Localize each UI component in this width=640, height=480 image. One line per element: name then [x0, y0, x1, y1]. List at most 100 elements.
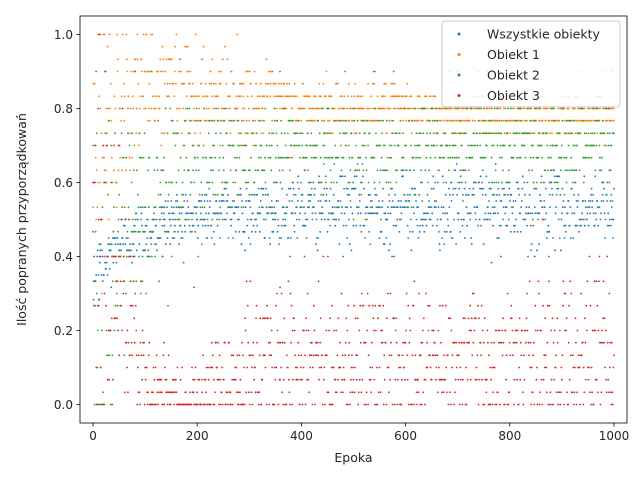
data-point — [554, 212, 557, 215]
data-point — [319, 230, 322, 233]
data-point — [562, 280, 565, 283]
data-point — [249, 82, 252, 85]
data-point — [232, 237, 235, 239]
data-point — [159, 181, 162, 184]
data-point — [130, 181, 133, 184]
data-point — [259, 317, 262, 320]
data-point — [353, 304, 355, 307]
data-point — [392, 82, 394, 85]
data-point — [198, 144, 201, 147]
data-point — [478, 132, 481, 135]
data-point — [193, 107, 195, 110]
data-point — [604, 329, 607, 332]
data-point — [355, 378, 358, 381]
data-point — [591, 391, 593, 394]
data-point — [207, 132, 210, 135]
data-point — [436, 181, 439, 184]
data-point — [534, 119, 537, 122]
data-point — [104, 261, 106, 264]
data-point — [496, 107, 499, 110]
data-point — [214, 391, 216, 394]
data-point — [320, 119, 323, 122]
data-point — [540, 181, 542, 184]
data-point — [219, 237, 222, 239]
data-point — [234, 230, 237, 233]
data-point — [264, 366, 267, 369]
data-point — [156, 391, 159, 394]
data-point — [608, 181, 611, 184]
data-point — [205, 119, 207, 122]
data-point — [347, 354, 350, 357]
data-point — [532, 156, 535, 159]
data-point — [94, 304, 97, 307]
data-point — [243, 107, 246, 110]
data-point — [601, 156, 603, 159]
data-point — [596, 107, 599, 110]
data-point — [304, 169, 306, 172]
data-point — [355, 224, 357, 227]
data-point — [106, 378, 109, 381]
data-point — [464, 181, 467, 184]
data-point — [403, 366, 405, 369]
data-point — [533, 187, 536, 190]
data-point — [490, 156, 493, 159]
data-point — [230, 70, 233, 73]
data-point — [127, 132, 129, 135]
data-point — [533, 255, 536, 258]
data-point — [328, 212, 330, 215]
data-point — [98, 181, 101, 184]
data-point — [367, 82, 369, 85]
data-point — [591, 144, 593, 147]
data-point — [562, 200, 565, 202]
data-point — [284, 224, 287, 227]
data-point — [434, 354, 437, 357]
data-point — [546, 230, 549, 233]
data-point — [350, 132, 353, 135]
data-point — [475, 366, 478, 369]
data-point — [293, 144, 296, 147]
data-point — [382, 119, 385, 122]
data-point — [551, 132, 553, 135]
data-point — [218, 169, 220, 172]
data-point — [182, 206, 185, 209]
data-point — [530, 107, 533, 110]
data-point — [298, 218, 301, 221]
data-point — [315, 95, 317, 98]
data-point — [524, 218, 527, 221]
data-point — [201, 378, 203, 381]
data-point — [97, 107, 100, 110]
data-point — [159, 58, 162, 61]
data-point — [288, 82, 291, 85]
data-point — [350, 107, 352, 110]
data-point — [369, 378, 372, 381]
data-point — [342, 391, 344, 394]
data-point — [569, 132, 572, 135]
data-point — [267, 156, 270, 159]
data-point — [466, 107, 469, 110]
data-point — [135, 132, 138, 135]
data-point — [559, 249, 562, 252]
data-point — [357, 403, 360, 406]
data-point — [284, 218, 287, 221]
data-point — [317, 200, 320, 202]
data-point — [384, 212, 387, 215]
data-point — [547, 403, 550, 406]
data-point — [599, 169, 601, 172]
data-point — [299, 206, 302, 209]
data-point — [92, 280, 95, 283]
data-point — [535, 187, 538, 190]
data-point — [322, 378, 325, 381]
data-point — [261, 193, 264, 196]
data-point — [265, 58, 268, 61]
data-point — [190, 181, 193, 184]
data-point — [289, 187, 292, 190]
data-point — [325, 193, 328, 196]
data-point — [471, 119, 474, 122]
data-point — [143, 107, 145, 110]
data-point — [173, 391, 176, 394]
data-point — [191, 366, 193, 369]
data-point — [455, 119, 458, 122]
data-point — [136, 33, 139, 36]
data-point — [392, 224, 395, 227]
y-tick-label: 0.8 — [54, 102, 73, 116]
